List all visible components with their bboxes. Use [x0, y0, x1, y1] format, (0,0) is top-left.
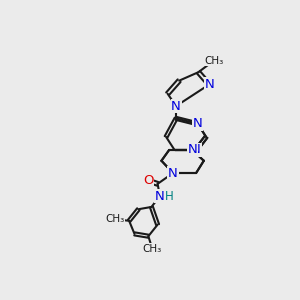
Text: O: O — [143, 174, 154, 187]
Text: N: N — [191, 143, 201, 157]
Text: N: N — [168, 167, 178, 180]
Text: H: H — [165, 190, 174, 203]
Text: N: N — [171, 100, 181, 112]
Text: N: N — [204, 78, 214, 91]
Text: CH₃: CH₃ — [106, 214, 125, 224]
Text: N: N — [193, 117, 202, 130]
Text: N: N — [155, 190, 165, 203]
Text: N: N — [188, 143, 197, 157]
Text: CH₃: CH₃ — [142, 244, 162, 254]
Text: CH₃: CH₃ — [204, 56, 224, 66]
